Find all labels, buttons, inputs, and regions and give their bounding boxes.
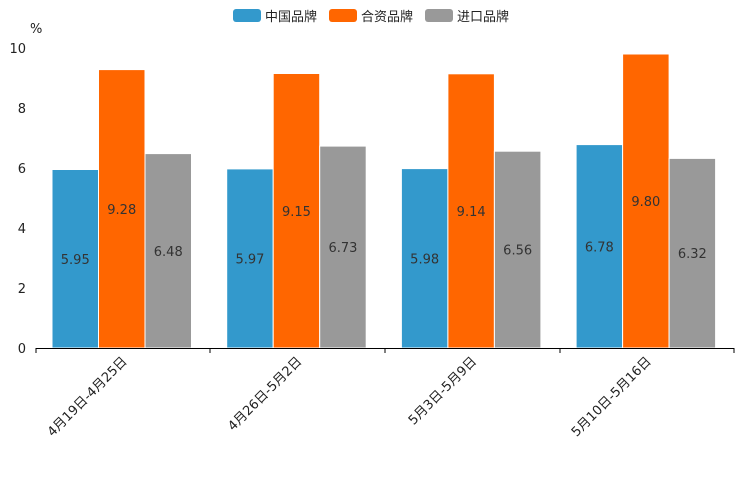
bars-group: 5.95 9.28 6.48 5.97 9.15 6.73 5.98 9.14 6.56 6.78… bbox=[51, 53, 717, 349]
x-tick-label-2: 5月3日-5月9日 bbox=[406, 354, 480, 428]
y-tick-labels: 0 2 4 6 8 10 bbox=[9, 42, 26, 357]
bar-label-1-1: 9.15 bbox=[282, 205, 311, 220]
bar-label-0-0: 5.95 bbox=[61, 253, 90, 268]
legend: 中国品牌 合资品牌 进口品牌 bbox=[233, 9, 509, 25]
bar-0-1 bbox=[98, 69, 146, 349]
legend-label-1: 合资品牌 bbox=[361, 9, 413, 25]
bar-0-2 bbox=[144, 153, 192, 349]
y-tick-label-2: 4 bbox=[18, 222, 26, 237]
bar-label-3-0: 6.78 bbox=[585, 240, 614, 255]
legend-swatch-2 bbox=[425, 9, 453, 22]
bar-1-2 bbox=[319, 145, 367, 349]
bar-label-0-2: 6.48 bbox=[154, 245, 183, 260]
bar-label-2-1: 9.14 bbox=[457, 205, 486, 220]
x-tick-label-1: 4月26日-5月2日 bbox=[225, 354, 305, 434]
bar-1-0 bbox=[226, 168, 274, 349]
bar-2-1 bbox=[447, 73, 495, 349]
legend-swatch-0 bbox=[233, 9, 261, 22]
x-tick-label-3: 5月10日-5月16日 bbox=[569, 354, 655, 440]
bar-label-3-2: 6.32 bbox=[678, 247, 707, 262]
bar-label-2-0: 5.98 bbox=[410, 252, 439, 267]
legend-swatch-1 bbox=[329, 9, 357, 22]
y-tick-label-5: 10 bbox=[9, 42, 26, 57]
bar-label-1-2: 6.73 bbox=[328, 241, 357, 256]
x-axis: 4月19日-4月25日 4月26日-5月2日 5月3日-5月9日 5月10日-5月16… bbox=[35, 348, 735, 440]
bar-3-0 bbox=[575, 144, 624, 349]
y-tick-label-0: 0 bbox=[18, 342, 26, 357]
bar-label-2-2: 6.56 bbox=[503, 244, 532, 259]
y-axis-unit: % bbox=[30, 22, 42, 37]
bar-3-2 bbox=[668, 157, 717, 349]
legend-label-2: 进口品牌 bbox=[457, 9, 509, 25]
y-tick-label-1: 2 bbox=[18, 282, 26, 297]
bar-1-1 bbox=[272, 73, 321, 349]
legend-label-0: 中国品牌 bbox=[265, 9, 317, 25]
y-tick-label-3: 6 bbox=[18, 162, 26, 177]
bar-label-0-1: 9.28 bbox=[107, 203, 136, 218]
bar-label-1-0: 5.97 bbox=[235, 252, 264, 267]
bar-label-3-1: 9.80 bbox=[631, 195, 660, 210]
y-tick-label-4: 8 bbox=[18, 102, 26, 117]
x-tick-label-0: 4月19日-4月25日 bbox=[45, 354, 131, 440]
bar-0-0 bbox=[51, 169, 99, 349]
